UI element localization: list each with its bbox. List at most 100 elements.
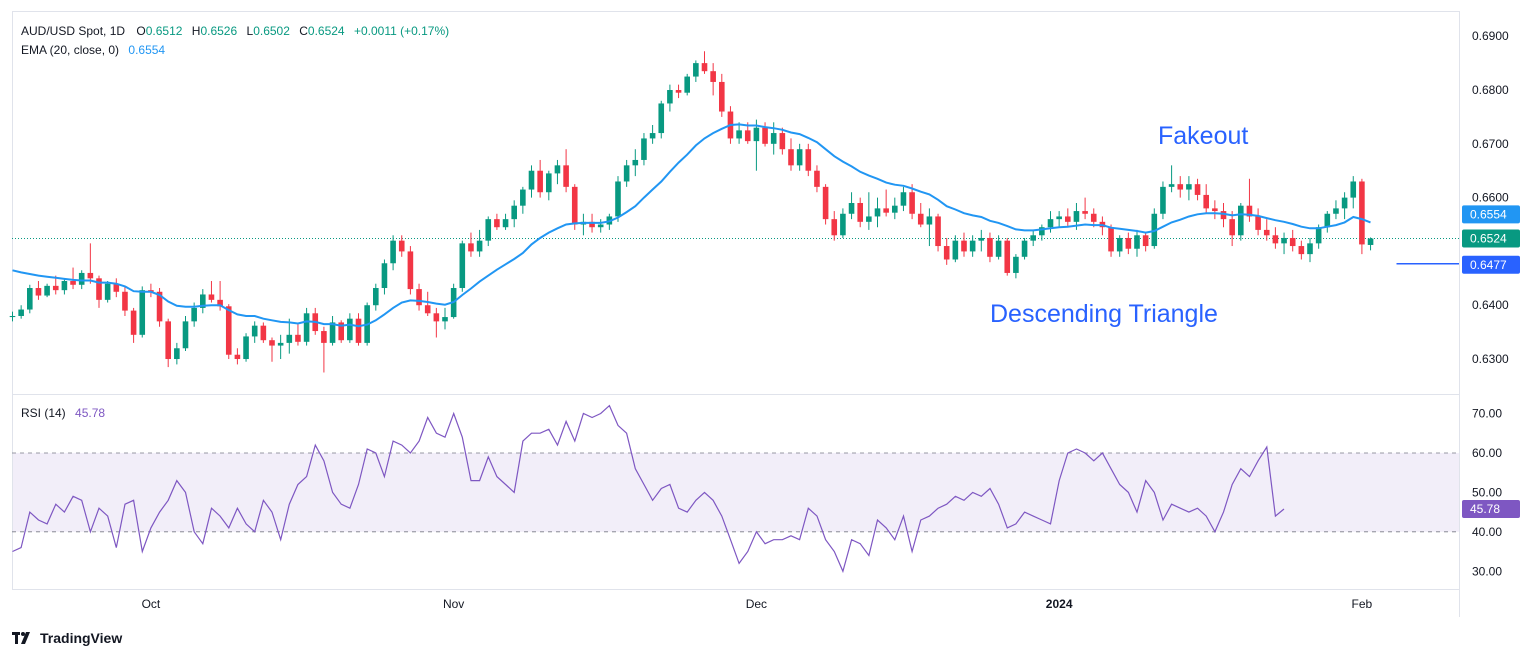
- candle-body: [1021, 240, 1028, 257]
- candle-body: [1324, 213, 1331, 228]
- candle-body: [1108, 227, 1114, 252]
- candle-body: [649, 133, 656, 139]
- candle-body: [693, 63, 699, 77]
- candle-body: [381, 263, 388, 289]
- candle-body: [1116, 237, 1123, 252]
- candle-body: [277, 342, 284, 346]
- candle-body: [571, 186, 578, 225]
- candle-body: [1289, 237, 1296, 247]
- candle-body: [1315, 227, 1322, 244]
- candle-body: [978, 237, 985, 241]
- candle-body: [1047, 219, 1054, 228]
- candle-body: [373, 288, 379, 306]
- candle-body: [234, 354, 241, 360]
- candle-body: [113, 283, 120, 292]
- ema-badge-bg: [1462, 205, 1520, 224]
- candle-body: [952, 240, 959, 260]
- last-badge-bg: [1462, 229, 1520, 248]
- candle-body: [1212, 208, 1218, 212]
- candle-body: [641, 138, 647, 160]
- candle-body: [1238, 205, 1244, 236]
- candle-body: [987, 237, 993, 257]
- high-label: H: [192, 24, 201, 38]
- candle-body: [1298, 246, 1305, 255]
- candle-body: [416, 289, 422, 306]
- candle-body: [866, 216, 872, 222]
- candle-body: [615, 181, 621, 217]
- ohlc-legend: AUD/USD Spot, 1D O0.6512 H0.6526 L0.6502…: [21, 24, 449, 38]
- candle-body: [502, 219, 509, 228]
- candle-body: [589, 221, 595, 228]
- rsi-legend-value: 45.78: [75, 406, 105, 420]
- candle-body: [1333, 208, 1339, 214]
- candle-body: [61, 281, 68, 291]
- descending-triangle-label: Descending Triangle: [990, 300, 1218, 328]
- candle-body: [909, 192, 915, 214]
- price-axis: 0.6900 0.6800 0.6700 0.6600 0.6400 0.6300: [1472, 29, 1509, 366]
- time-tick-label: Nov: [443, 597, 464, 611]
- candle-body: [623, 165, 630, 182]
- candle-body: [494, 219, 500, 228]
- candle-body: [848, 203, 855, 214]
- rsi-axis: 70.00 60.00 50.00 40.00 30.00: [1472, 407, 1502, 579]
- ema-legend-value: 0.6554: [128, 43, 165, 57]
- candle-body: [831, 219, 838, 236]
- candle-body: [165, 321, 171, 360]
- candle-body: [554, 165, 561, 174]
- candle-body: [303, 313, 310, 342]
- candle-body: [1125, 237, 1132, 249]
- candle-body: [892, 205, 898, 213]
- candle-body: [295, 334, 301, 342]
- candle-body: [476, 240, 483, 252]
- candle-body: [736, 130, 742, 139]
- candle-body: [78, 272, 85, 285]
- time-axis: OctNovDec2024FebMarAprMay: [142, 597, 1373, 611]
- candle-body: [1073, 211, 1080, 222]
- candle-body: [1013, 256, 1019, 273]
- tradingview-logo-icon: [12, 632, 30, 644]
- fakeout-label: Fakeout: [1158, 122, 1248, 150]
- candle-body: [329, 322, 336, 343]
- rsi-legend-label: RSI (14): [21, 406, 66, 420]
- candle-body: [174, 348, 180, 360]
- candle-body: [917, 213, 924, 225]
- close-value: 0.6524: [308, 24, 345, 38]
- candle-body: [1090, 213, 1097, 222]
- candle-body: [1194, 184, 1201, 195]
- candle-body: [1177, 184, 1184, 190]
- tradingview-logo[interactable]: TradingView: [12, 630, 122, 646]
- candle-body: [1056, 216, 1062, 220]
- ema-badge-text: 0.6554: [1470, 207, 1507, 221]
- candle-body: [796, 149, 803, 166]
- candle-body: [225, 306, 232, 355]
- candle-body: [1229, 219, 1235, 236]
- candle-body: [243, 336, 249, 360]
- candle-body: [355, 318, 362, 343]
- candle-body: [995, 240, 1002, 257]
- candle-body: [546, 173, 552, 193]
- candle-body: [935, 216, 941, 247]
- rsi-badge-text: 45.78: [1470, 502, 1500, 516]
- candle-body: [398, 240, 405, 252]
- candle-body: [874, 208, 881, 217]
- candle-body: [87, 272, 94, 279]
- candle-body: [1246, 205, 1253, 217]
- candle-body: [1142, 235, 1149, 247]
- candle-body: [667, 90, 673, 104]
- candle-body: [1255, 216, 1261, 230]
- candle-body: [1134, 235, 1140, 249]
- candle-body: [390, 240, 396, 264]
- candle-body: [1367, 238, 1374, 245]
- rsi-tick-label: 30.00: [1472, 564, 1502, 578]
- candle-body: [1168, 184, 1175, 187]
- support-badge-bg: [1462, 255, 1520, 274]
- rsi-value-badge: 45.78: [1462, 500, 1520, 519]
- candle-body: [597, 224, 604, 228]
- candle-body: [191, 307, 197, 322]
- ema-line: [12, 123, 1371, 328]
- candle-body: [1065, 216, 1071, 222]
- open-value: 0.6512: [146, 24, 183, 38]
- candle-body: [1186, 184, 1192, 190]
- time-tick-label: 2024: [1046, 597, 1073, 611]
- candle-body: [563, 165, 569, 187]
